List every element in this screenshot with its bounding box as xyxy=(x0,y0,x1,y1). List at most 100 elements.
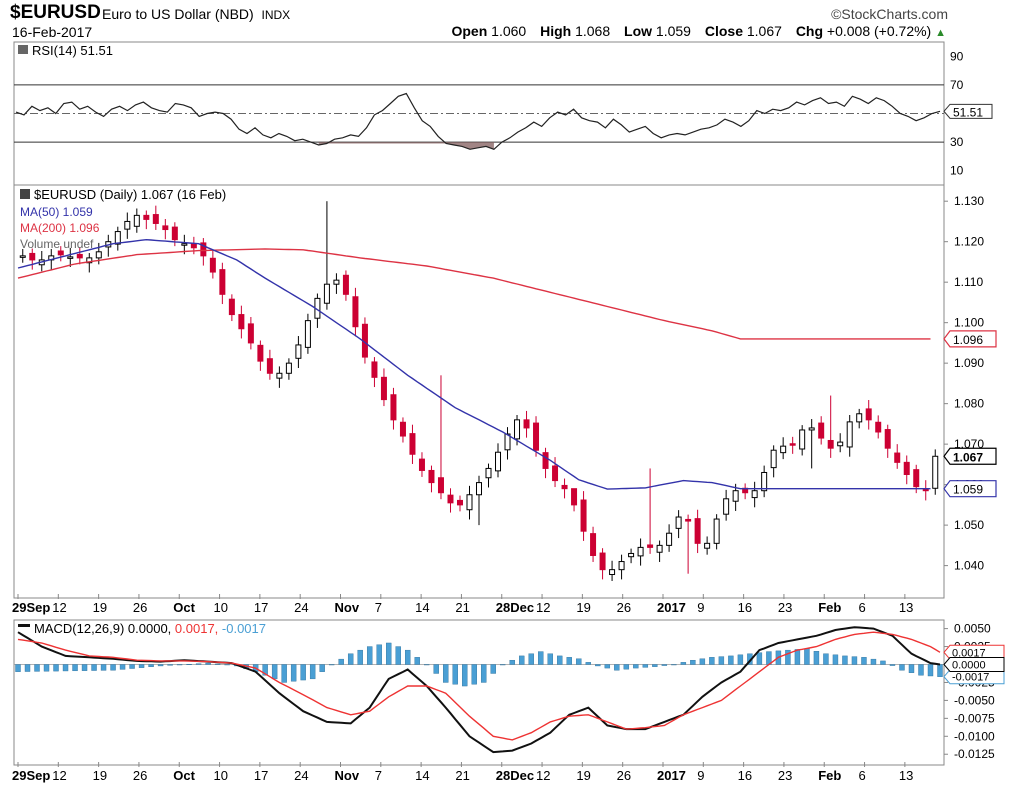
histogram-bar xyxy=(176,664,183,666)
macd-x-tick-label: 2017 xyxy=(657,768,686,783)
histogram-bar xyxy=(281,664,287,683)
candle-body xyxy=(552,465,559,482)
histogram-bar xyxy=(500,664,506,666)
price-x-tick-label: 29Sep xyxy=(12,600,50,615)
symbol-title: $EURUSD xyxy=(10,2,101,23)
rsi-tick-label: 10 xyxy=(950,164,964,178)
macd-value: 0.0000 xyxy=(952,660,986,672)
macd-tick-label: -0.0075 xyxy=(954,711,995,725)
rsi-value-tag xyxy=(943,103,993,119)
candle-body xyxy=(285,362,292,374)
panel-frame xyxy=(13,184,945,599)
histogram-bar xyxy=(595,664,601,667)
price-x-tick-label: 2017 xyxy=(657,600,686,615)
rsi-legend-swatch xyxy=(18,45,28,54)
candle-body xyxy=(276,372,283,379)
up-arrow-icon: ▲ xyxy=(935,27,946,39)
histogram-bar xyxy=(927,664,934,677)
histogram-bar xyxy=(53,664,59,672)
candle-body xyxy=(903,461,910,476)
histogram-bar xyxy=(785,649,791,665)
price-x-tick-label: 12 xyxy=(52,600,66,615)
candle-body xyxy=(894,452,901,463)
histogram-bar xyxy=(576,658,582,665)
brand-watermark: ©StockCharts.com xyxy=(831,6,948,22)
macd-x-tick-label: 17 xyxy=(254,768,268,783)
histogram-bar xyxy=(861,657,867,665)
price-x-tick-label: 28Dec xyxy=(496,600,534,615)
macd-x-tick-label: 29Sep xyxy=(12,768,50,783)
histogram-bar xyxy=(623,664,630,670)
candle-body xyxy=(808,427,815,431)
price-tick-label: 1.070 xyxy=(954,437,984,451)
candle-body xyxy=(609,569,616,576)
candle-body xyxy=(95,251,102,259)
histogram-bar xyxy=(528,653,534,665)
candle-body xyxy=(19,255,26,258)
price-tick-label: 1.110 xyxy=(954,275,983,289)
candle-body xyxy=(846,421,853,448)
candle-body xyxy=(342,274,349,295)
histogram-bar xyxy=(832,654,839,665)
macd-x-tick-label: 24 xyxy=(294,768,308,783)
candle-body xyxy=(780,445,787,454)
candle-body xyxy=(751,490,758,499)
ohlc-readout: Open 1.060 High 1.068 Low 1.059 Close 1.… xyxy=(451,23,946,39)
histogram-bar xyxy=(110,664,116,671)
ma200-value: 1.096 xyxy=(953,333,983,347)
macd-legend: MACD(12,26,9) 0.0000, 0.0017, -0.0017 xyxy=(34,621,266,636)
candle-body xyxy=(86,257,93,264)
histogram-bar xyxy=(642,664,649,668)
candle-body xyxy=(295,344,302,359)
histogram-bar xyxy=(443,664,449,683)
histogram-bar xyxy=(794,649,801,665)
candle-body xyxy=(675,516,682,529)
histogram-bar xyxy=(614,664,620,671)
histogram-bar xyxy=(262,664,268,676)
histogram-bar xyxy=(585,662,592,665)
low-value: 1.059 xyxy=(655,23,691,39)
histogram-bar xyxy=(129,664,135,669)
histogram-bar xyxy=(804,648,810,665)
close-label: Close xyxy=(704,23,743,39)
candle-body xyxy=(656,544,663,553)
histogram-bar xyxy=(823,653,829,665)
price-x-tick-label: 14 xyxy=(415,600,429,615)
candle-body xyxy=(704,542,711,549)
price-tick-label: 1.090 xyxy=(954,356,984,370)
candle-body xyxy=(913,469,920,488)
price-x-tick-label: 17 xyxy=(254,600,268,615)
candle-body xyxy=(228,298,235,316)
histogram-bar xyxy=(690,659,696,665)
histogram-bar xyxy=(328,664,335,666)
macd-line xyxy=(17,626,941,754)
histogram-bar xyxy=(386,642,392,665)
histogram-bar xyxy=(309,664,316,680)
candle-body xyxy=(257,344,264,362)
histogram-bar xyxy=(718,656,725,665)
histogram-bar xyxy=(34,664,40,672)
histogram-bar xyxy=(157,664,164,667)
candle-body xyxy=(865,408,872,421)
price-x-tick-label: 16 xyxy=(738,600,752,615)
candle-body xyxy=(856,413,863,423)
price-tick-label: 1.040 xyxy=(954,559,984,573)
description-text: Euro to US Dollar (NBD) xyxy=(102,6,254,22)
candle-body xyxy=(57,250,64,256)
price-x-tick-label: 26 xyxy=(133,600,147,615)
macd-panel: 0.00500.00250.0000-0.0025-0.0050-0.0075-… xyxy=(12,621,1005,783)
rsi-line xyxy=(15,92,941,150)
close-value: 1.067 xyxy=(953,450,983,464)
candle-body xyxy=(495,451,502,472)
close-tag xyxy=(943,447,997,465)
price-x-tick-label: 23 xyxy=(778,600,792,615)
candle-body xyxy=(371,361,378,378)
price-tick-label: 1.100 xyxy=(954,316,984,330)
price-tick-label: 1.050 xyxy=(954,518,984,532)
histogram-bar xyxy=(880,660,886,665)
histogram-bar xyxy=(366,646,373,665)
histogram-bar xyxy=(709,657,715,665)
rsi-panel: 90 70 30 10 RSI(14) 51.51 51.51 xyxy=(14,43,993,178)
candle-body xyxy=(390,394,397,421)
rsi-legend: RSI(14) 51.51 xyxy=(32,43,113,58)
